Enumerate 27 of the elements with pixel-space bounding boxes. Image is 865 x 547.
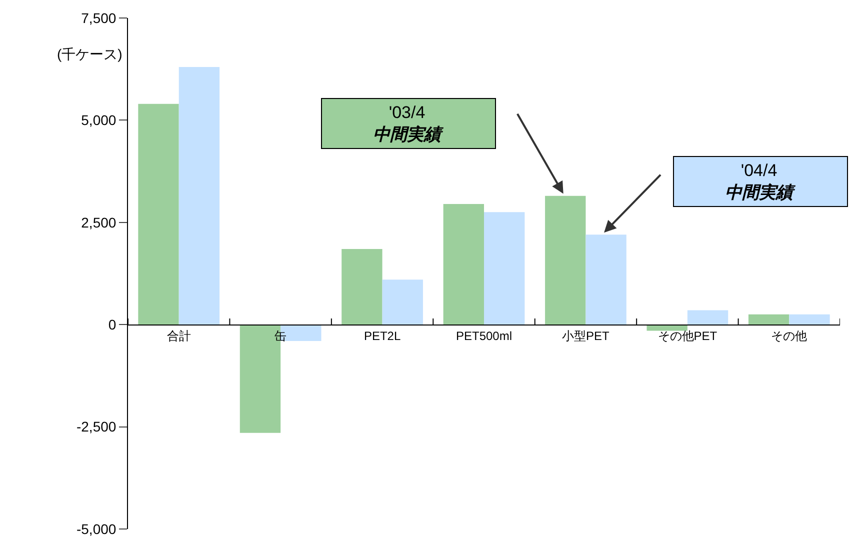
y-tick-label: 5,000 xyxy=(81,112,116,128)
x-tick-label: 合計 xyxy=(166,329,191,343)
y-axis-title: (千ケース) xyxy=(57,46,122,62)
bar xyxy=(443,204,484,325)
bar xyxy=(484,212,525,325)
bar xyxy=(342,248,382,325)
bar xyxy=(789,314,830,325)
y-tick-label: -5,000 xyxy=(76,520,116,537)
y-tick-label: -2,500 xyxy=(76,418,116,435)
bar xyxy=(178,67,220,325)
x-tick-label: 缶 xyxy=(274,329,287,343)
bar xyxy=(687,310,728,325)
x-tick-label: PET500ml xyxy=(456,329,512,343)
bar xyxy=(586,234,626,325)
bar xyxy=(748,314,790,325)
y-tick-label: 7,500 xyxy=(81,10,116,26)
y-tick-label: 2,500 xyxy=(81,214,116,230)
x-tick-label: その他 xyxy=(771,329,808,343)
text: '04/4 中間実績 xyxy=(725,161,796,202)
x-tick-label: 小型PET xyxy=(562,329,610,343)
x-tick-label: その他PET xyxy=(658,329,718,343)
bar xyxy=(382,280,423,325)
bar xyxy=(138,104,179,325)
bar xyxy=(545,196,586,325)
text: '03/4 中間実績 xyxy=(373,103,444,144)
x-tick-label: PET2L xyxy=(364,329,401,343)
y-tick-label: 0 xyxy=(108,316,116,332)
